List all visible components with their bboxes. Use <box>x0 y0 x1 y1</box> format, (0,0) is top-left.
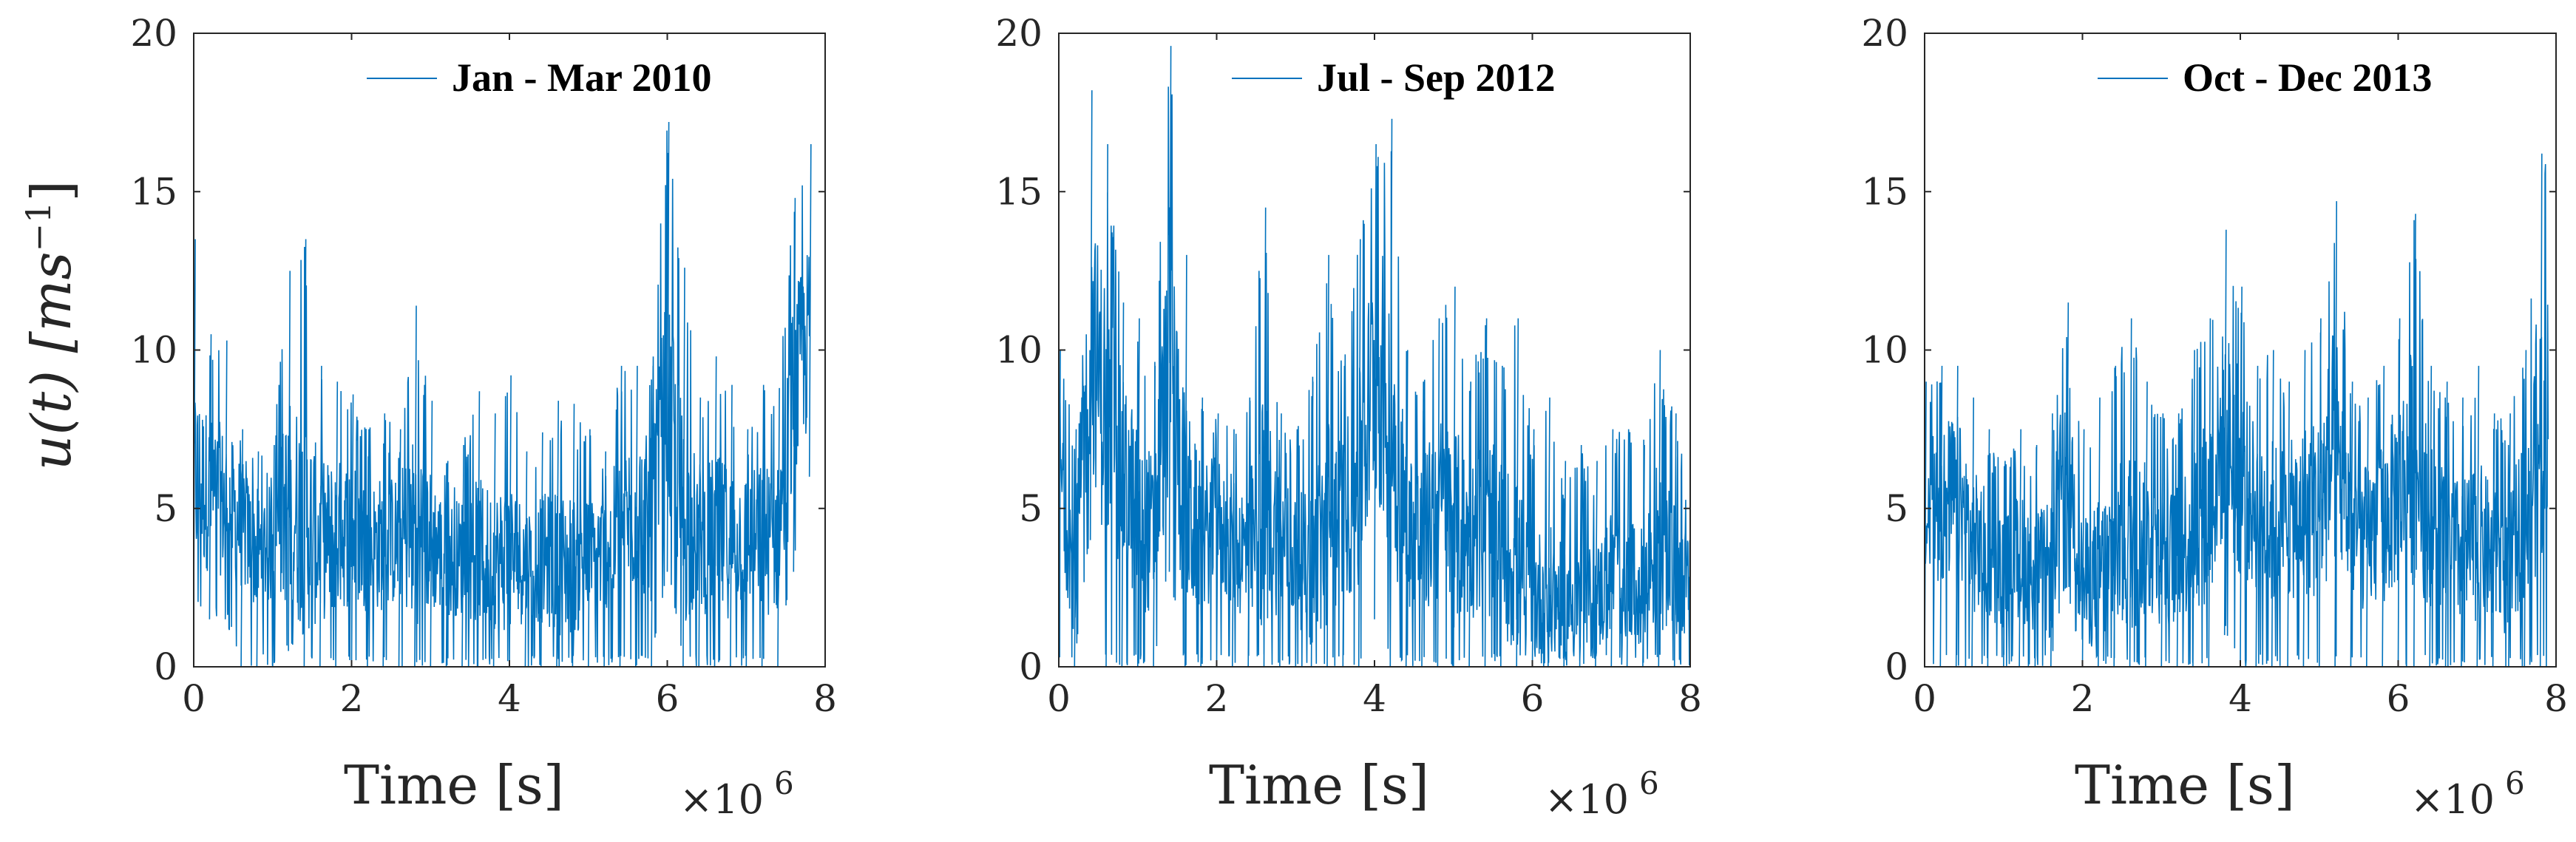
y-tick-label: 10 <box>995 329 1043 372</box>
chart-panel-1: 0 2 4 6 8 0 5 10 15 20 Time [s] ×10 6 Jan - Mar 2010 <box>130 12 837 823</box>
x-tick-label: 4 <box>498 677 521 720</box>
y-tick-label: 20 <box>995 12 1043 55</box>
legend-label: Jan - Mar 2010 <box>452 55 711 100</box>
y-tick-label: 0 <box>154 645 177 688</box>
data-series-line <box>1059 46 1690 667</box>
x-tick-label: 6 <box>2387 677 2410 720</box>
x-tick-label: 2 <box>340 677 364 720</box>
y-tick-label: 15 <box>1861 170 1908 213</box>
x-tick-label: 0 <box>182 677 206 720</box>
y-tick-label: 5 <box>1019 487 1043 530</box>
y-tick-label: 15 <box>130 170 177 213</box>
x-tick-label: 6 <box>656 677 679 720</box>
y-tick-label: 0 <box>1885 645 1908 688</box>
x-tick-label: 6 <box>1521 677 1545 720</box>
x-axis-label: Time [s] <box>344 754 564 816</box>
x-tick-label: 2 <box>1205 677 1229 720</box>
x-tick-label: 8 <box>813 677 837 720</box>
x-axis-multiplier: ×10 6 <box>2410 765 2525 823</box>
data-series-line <box>194 121 812 667</box>
legend-label: Jul - Sep 2012 <box>1317 55 1556 100</box>
x-tick-label: 4 <box>1363 677 1386 720</box>
y-tick-label: 20 <box>1861 12 1908 55</box>
x-tick-label: 8 <box>1678 677 1702 720</box>
x-tick-label: 0 <box>1047 677 1071 720</box>
x-axis-label: Time [s] <box>2075 754 2295 816</box>
x-axis-label: Time [s] <box>1209 754 1429 816</box>
legend-label: Oct - Dec 2013 <box>2183 55 2432 100</box>
y-axis-label: u(t) [ms−1] <box>18 180 84 470</box>
x-tick-label: 0 <box>1913 677 1936 720</box>
x-axis-multiplier: ×10 6 <box>679 765 794 823</box>
x-tick-label: 8 <box>2544 677 2568 720</box>
y-tick-label: 20 <box>130 12 177 55</box>
chart-panel-3: 0 2 4 6 8 0 5 10 15 20 Time [s] ×10 6 Oct - Dec 2013 <box>1861 12 2568 823</box>
x-tick-label: 2 <box>2071 677 2095 720</box>
y-tick-label: 5 <box>1885 487 1908 530</box>
y-tick-label: 5 <box>154 487 177 530</box>
x-axis-multiplier: ×10 6 <box>1545 765 1659 823</box>
y-tick-label: 15 <box>995 170 1043 213</box>
y-tick-label: 0 <box>1019 645 1043 688</box>
y-tick-label: 10 <box>1861 329 1908 372</box>
chart-panel-2: 0 2 4 6 8 0 5 10 15 20 Time [s] ×10 6 Jul - Sep 2012 <box>995 12 1702 823</box>
data-series-line <box>1925 153 2549 667</box>
x-tick-label: 4 <box>2228 677 2252 720</box>
y-tick-label: 10 <box>130 329 177 372</box>
